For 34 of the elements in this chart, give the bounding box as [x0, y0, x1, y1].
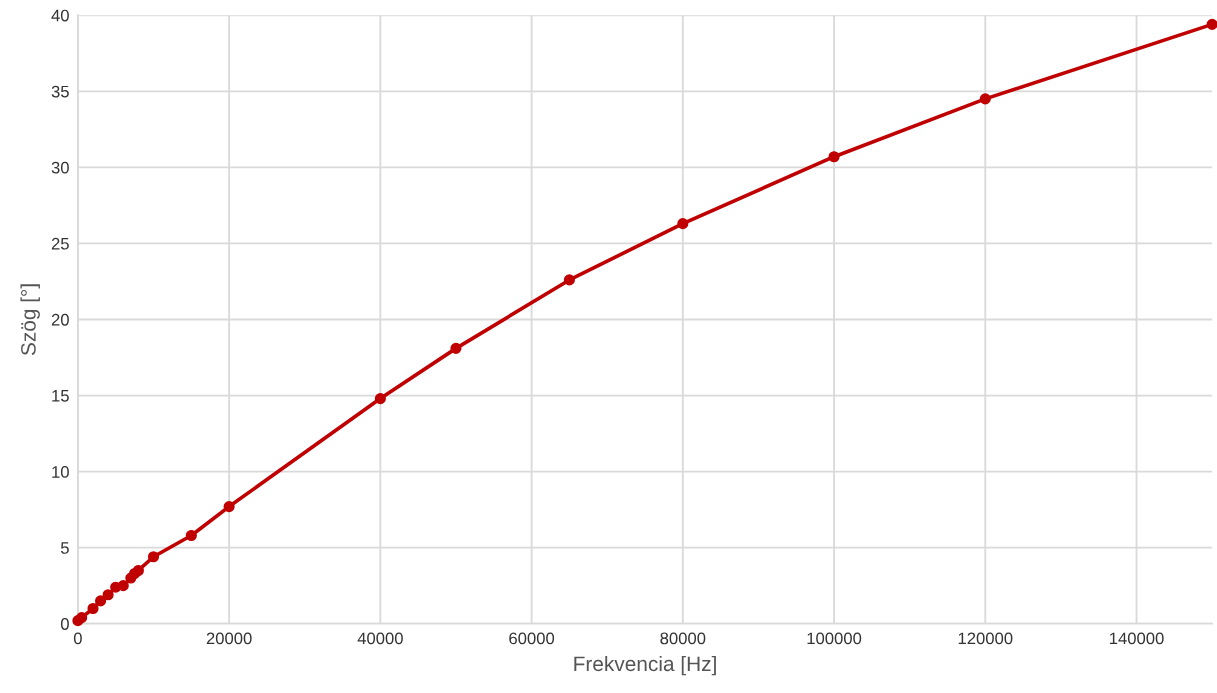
point [1206, 18, 1217, 30]
y-tick-label: 35 [51, 85, 69, 98]
point [828, 151, 840, 163]
x-tick-label: 120000 [958, 632, 1013, 645]
point [563, 274, 575, 286]
point [147, 551, 160, 563]
point [223, 501, 235, 513]
x-axis-title: Frekvencia [Hz] [574, 655, 716, 676]
x-tick-label: 60000 [509, 632, 555, 645]
x-tick-label: 0 [73, 632, 82, 645]
y-tick-label: 30 [51, 161, 69, 174]
x-tick-label: 40000 [357, 632, 403, 645]
x-tick-label: 100000 [807, 632, 862, 645]
y-tick-label: 40 [51, 9, 69, 22]
y-tick-label: 20 [51, 313, 69, 326]
point [450, 342, 462, 354]
point [76, 612, 88, 624]
y-tick-label: 0 [60, 618, 69, 630]
y-axis-title: Szög [°] [20, 284, 40, 356]
y-tick-label: 5 [60, 542, 69, 554]
point [374, 393, 386, 405]
x-tick-label: 20000 [206, 632, 252, 645]
point [677, 218, 689, 230]
y-tick-label: 15 [52, 390, 69, 402]
point [102, 589, 114, 601]
point [95, 595, 107, 607]
point [117, 580, 129, 592]
x-tick-label: 80000 [660, 632, 706, 645]
point [979, 93, 991, 105]
y-tick-label: 25 [51, 237, 69, 250]
point [185, 529, 197, 542]
x-tick-label: 140000 [1109, 632, 1164, 645]
y-tick-label: 10 [52, 465, 69, 478]
point [87, 602, 99, 615]
